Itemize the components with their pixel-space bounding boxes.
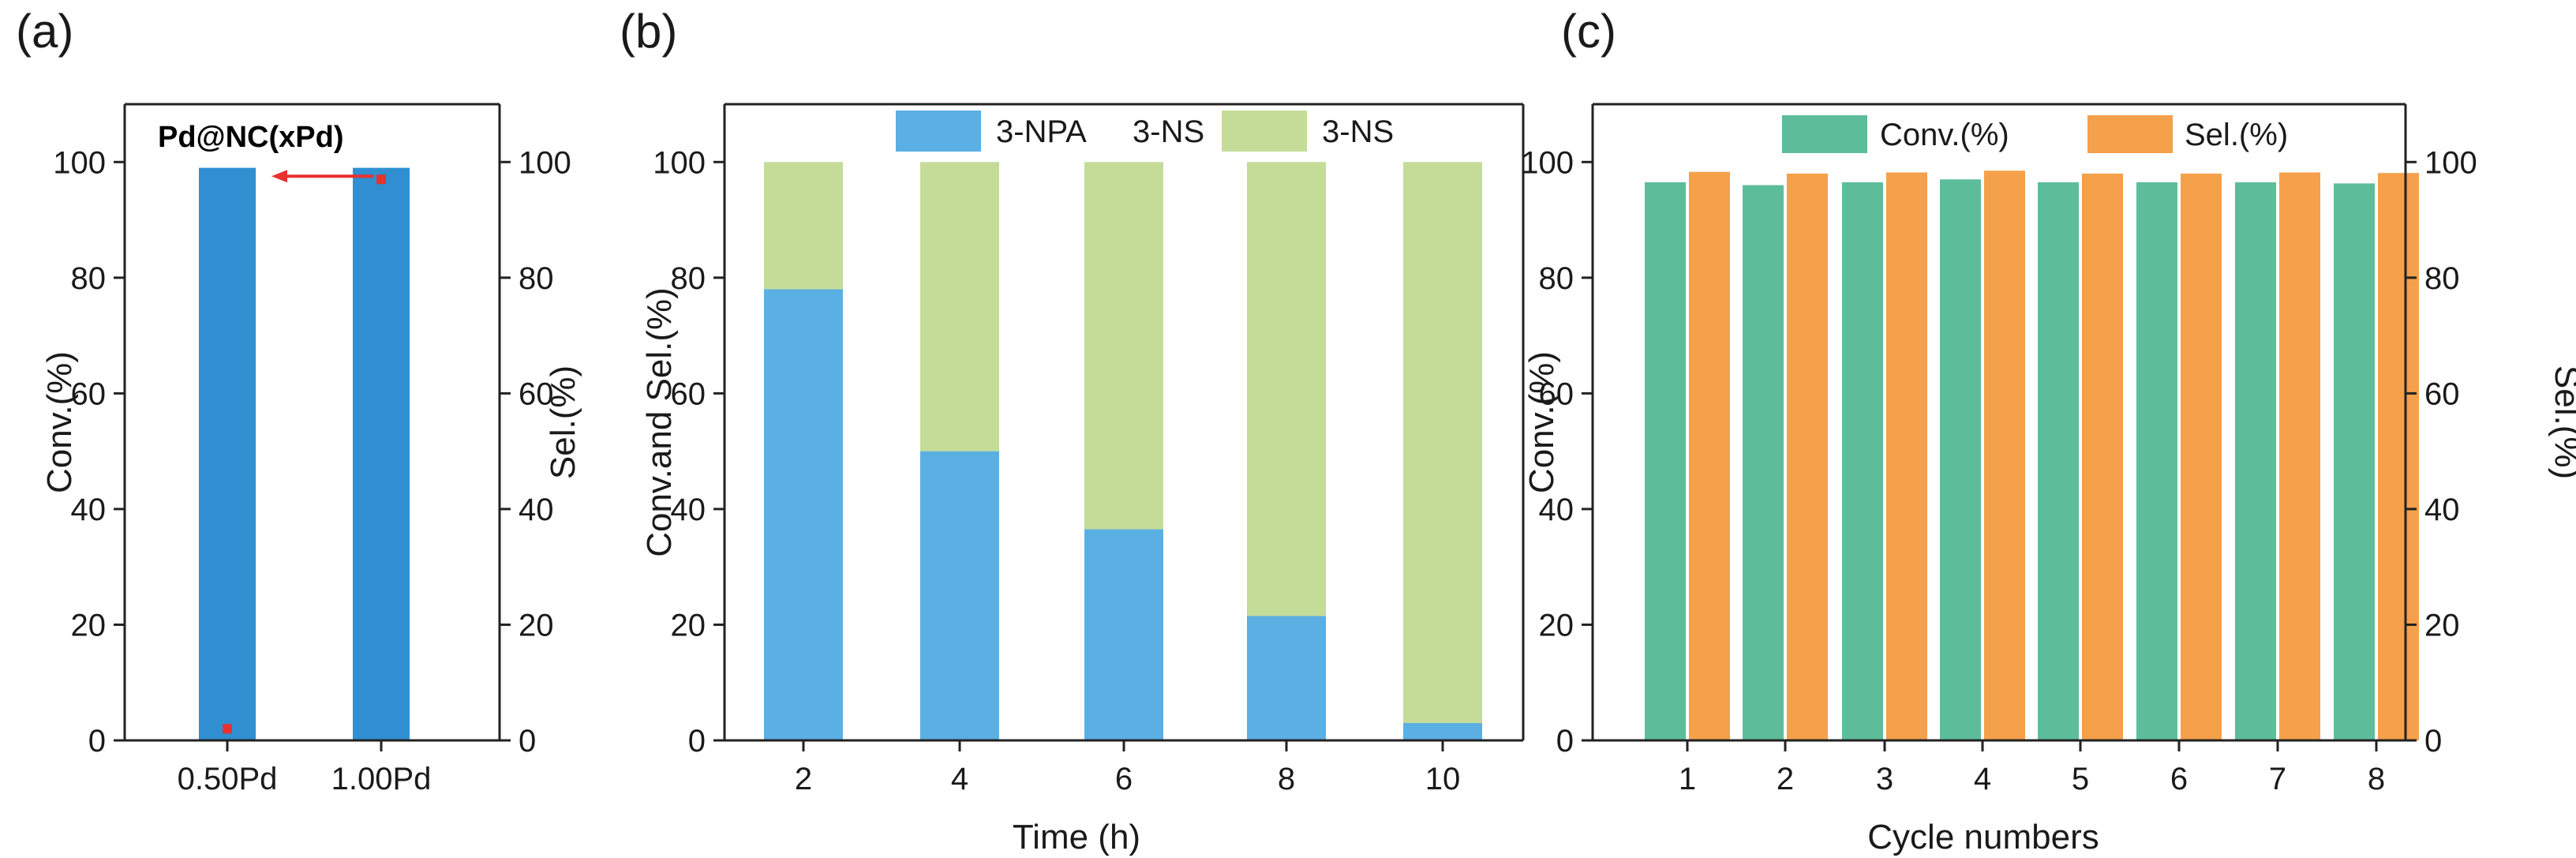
legend-label-conv: Conv.(%) <box>1880 118 2009 152</box>
arrow-head-icon <box>271 170 287 183</box>
bar-conv <box>2136 182 2177 740</box>
bar-3-npa <box>1403 723 1482 740</box>
bar-3-npa <box>920 451 999 740</box>
bar-sel <box>353 167 410 741</box>
x-tick-label: 8 <box>2368 762 2385 796</box>
x-tick-label: 4 <box>1974 762 1991 796</box>
legend-swatch-sel <box>2087 115 2173 153</box>
bar-conv <box>1743 185 1784 741</box>
bar-sel <box>2082 173 2123 741</box>
x-tick-label: 6 <box>1115 762 1133 796</box>
x-axis-title: Time (h) <box>1013 818 1140 856</box>
left-tick-label: 0 <box>88 724 106 759</box>
x-tick-label: 1.00Pd <box>331 762 432 796</box>
left-tick-label: 0 <box>1556 724 1574 759</box>
legend-label-sel: Sel.(%) <box>2185 118 2288 152</box>
bar-sel <box>2378 173 2419 740</box>
bar-sel <box>2279 172 2320 741</box>
x-tick-label: 2 <box>1777 762 1794 796</box>
x-tick-label: 3 <box>1876 762 1893 796</box>
legend-label-3-ns: 3-NS <box>1322 114 1394 149</box>
legend-swatch-3-npa <box>896 111 981 152</box>
bar-3-ns <box>920 162 999 451</box>
x-tick-label: 8 <box>1278 762 1295 796</box>
legend-swatch-conv <box>1782 115 1867 153</box>
legend-label-3-npa: 3-NPA <box>996 114 1087 149</box>
x-tick-label: 2 <box>795 762 812 796</box>
right-tick-label: 20 <box>519 608 554 643</box>
right-tick-label: 0 <box>519 724 536 759</box>
legend-swatch-3-ns <box>1222 111 1307 152</box>
bar-3-ns <box>1247 162 1326 616</box>
left-tick-label: 40 <box>71 493 107 527</box>
bar-sel <box>1886 172 1927 741</box>
bar-sel <box>1787 173 1828 741</box>
panel-label: (b) <box>620 5 677 58</box>
right-tick-label: 60 <box>2424 377 2460 411</box>
left-tick-label: 100 <box>53 145 106 180</box>
right-tick-label: 40 <box>2424 493 2460 527</box>
bar-3-npa <box>764 289 843 740</box>
bar-3-npa <box>1084 529 1163 740</box>
x-tick-label: 7 <box>2269 762 2286 796</box>
x-tick-label: 6 <box>2170 762 2188 796</box>
right-tick-label: 60 <box>519 377 554 411</box>
conv-marker <box>376 174 386 185</box>
right-tick-label: 80 <box>2424 261 2460 296</box>
left-tick-label: 80 <box>71 261 107 296</box>
x-tick-label: 4 <box>951 762 968 796</box>
y2-axis-title: Sel.(%) <box>544 365 582 479</box>
left-tick-label: 60 <box>71 377 107 411</box>
right-tick-label: 100 <box>519 145 571 180</box>
bar-3-ns <box>1084 162 1163 530</box>
bar-conv <box>1645 182 1686 740</box>
bar-conv <box>2038 182 2079 740</box>
y-axis-title: Conv.(%) <box>1522 351 1561 493</box>
y-axis-title: Conv.(%) <box>40 351 79 493</box>
left-tick-label: 80 <box>1539 261 1574 296</box>
bar-3-ns <box>764 162 843 290</box>
legend-label-3-ns-left: 3-NS <box>1133 114 1204 149</box>
y2-axis-title: Sel.(%) <box>2548 365 2576 479</box>
right-tick-label: 40 <box>519 493 554 527</box>
left-tick-label: 60 <box>1539 377 1574 411</box>
panel-label: (c) <box>1561 5 1616 58</box>
x-tick-label: 10 <box>1425 762 1461 796</box>
left-tick-label: 40 <box>671 493 706 527</box>
bar-sel <box>2181 173 2222 741</box>
bar-conv <box>2235 182 2276 740</box>
left-tick-label: 40 <box>1539 493 1574 527</box>
left-tick-label: 20 <box>71 608 107 643</box>
left-tick-label: 100 <box>1521 145 1574 180</box>
bar-3-ns <box>1403 162 1482 724</box>
bar-sel <box>1689 171 1730 740</box>
bar-conv <box>1842 182 1883 740</box>
bar-conv <box>1940 179 1981 741</box>
y-axis-title: Conv.and Sel.(%) <box>640 287 679 557</box>
right-tick-label: 20 <box>2424 608 2460 643</box>
x-axis-title: Cycle numbers <box>1867 818 2099 856</box>
right-tick-label: 0 <box>2424 724 2442 759</box>
left-tick-label: 20 <box>671 608 706 643</box>
right-tick-label: 100 <box>2424 145 2477 180</box>
bar-conv <box>2334 183 2375 740</box>
left-tick-label: 20 <box>1539 608 1574 643</box>
right-tick-label: 80 <box>519 261 554 296</box>
panel-label: (a) <box>16 5 73 58</box>
left-tick-label: 100 <box>653 145 706 180</box>
x-tick-label: 1 <box>1679 762 1696 796</box>
bar-sel <box>199 167 256 741</box>
left-tick-label: 80 <box>671 261 706 296</box>
bar-sel <box>1984 170 2025 740</box>
conv-marker <box>223 724 232 734</box>
left-tick-label: 60 <box>671 377 706 411</box>
x-tick-label: 0.50Pd <box>178 762 278 796</box>
x-tick-label: 5 <box>2072 762 2089 796</box>
left-tick-label: 0 <box>688 724 706 759</box>
inset-title: Pd@NC(xPd) <box>158 121 344 154</box>
bar-3-npa <box>1247 616 1326 740</box>
